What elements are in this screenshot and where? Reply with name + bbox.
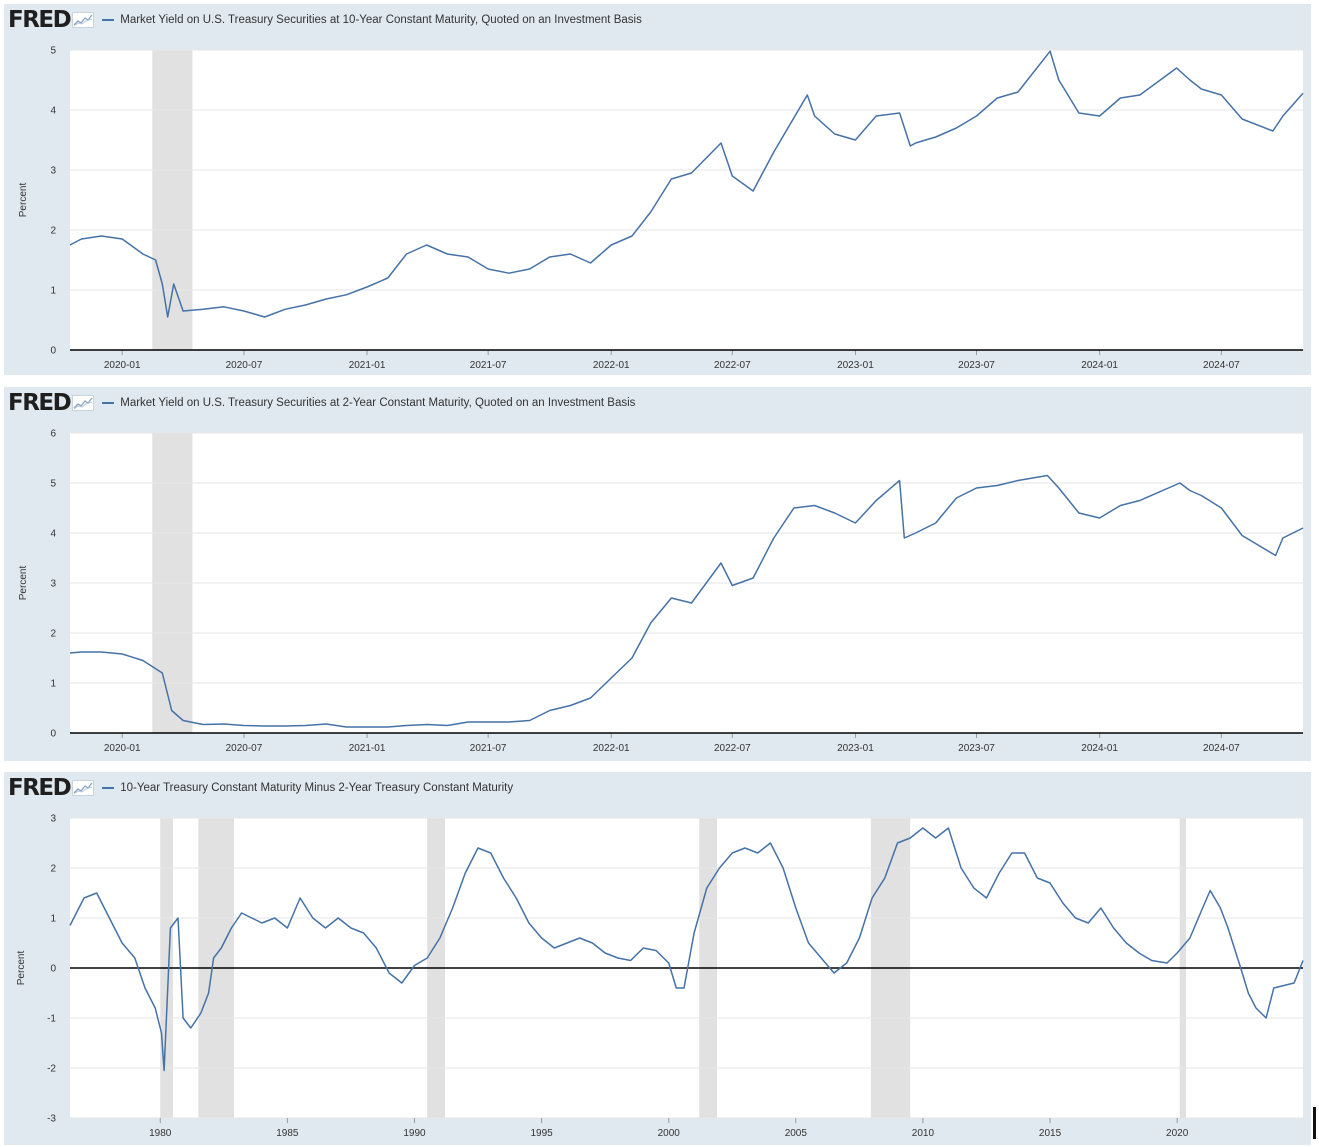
- line-chart: -3 -2 -1 0 1 2 3 1980 1985 1990 1995 2000 2005 2010 2…: [16, 814, 1304, 1139]
- x-tick-label: 1985: [276, 1128, 299, 1139]
- y-axis-label: Percent: [18, 566, 29, 601]
- y-tick-label: 3: [50, 166, 56, 177]
- y-tick-label: 1: [50, 679, 56, 690]
- x-tick-label: 2024-07: [1203, 360, 1240, 371]
- chart-header: FRED 10-Year Treasury Constant Maturity …: [8, 776, 513, 800]
- x-tick-label: 2020-01: [104, 360, 141, 371]
- fred-logo[interactable]: FRED: [8, 7, 72, 33]
- x-tick-label: 2022-01: [593, 360, 630, 371]
- x-tick-label: 2000: [658, 1128, 681, 1139]
- recession-shading: [152, 50, 193, 350]
- y-tick-label: 3: [50, 814, 56, 825]
- x-tick-label: 2021-01: [349, 360, 386, 371]
- y-tick-label: 4: [50, 529, 56, 540]
- x-tick-label: 2020: [1166, 1128, 1189, 1139]
- series-line[interactable]: [69, 827, 1304, 1072]
- chart-title: 10-Year Treasury Constant Maturity Minus…: [120, 782, 514, 794]
- y-tick-label: 1: [50, 914, 56, 925]
- y-tick-label: 2: [50, 226, 56, 237]
- chart-header: FRED Market Yield on U.S. Treasury Secur…: [8, 8, 642, 32]
- series-line[interactable]: [69, 50, 1304, 318]
- y-axis-label: Percent: [16, 951, 27, 986]
- x-tick-label: 2021-01: [349, 743, 386, 754]
- recession-bar: [152, 50, 193, 350]
- y-tick-label: -1: [47, 1014, 56, 1025]
- x-tick-label: 2022-07: [714, 360, 751, 371]
- y-axis-ticks: 0 1 2 3 4 5 6: [50, 429, 56, 740]
- x-tick-label: 2010: [912, 1128, 935, 1139]
- x-tick-label: 2023-07: [958, 360, 995, 371]
- y-tick-label: -2: [47, 1064, 56, 1075]
- y-axis-ticks: 0 1 2 3 4 5: [50, 46, 56, 357]
- y-tick-label: 1: [50, 286, 56, 297]
- x-tick-label: 2023-01: [837, 743, 874, 754]
- x-tick-label: 2005: [785, 1128, 808, 1139]
- line-chart: 0 1 2 3 4 5 6 2020-01 2020-07 2021-01 2021-07 2022…: [18, 429, 1304, 754]
- x-tick-label: 2020-07: [226, 360, 263, 371]
- y-tick-label: 5: [50, 46, 56, 57]
- x-axis-ticks: 2020-01 2020-07 2021-01 2021-07 2022-01 2022-…: [104, 350, 1240, 371]
- x-tick-label: 2021-07: [470, 360, 507, 371]
- fred-sparkline-icon: [72, 395, 95, 411]
- y-tick-label: -3: [47, 1114, 56, 1125]
- x-tick-label: 2023-07: [958, 743, 995, 754]
- plot-area: [70, 50, 1303, 350]
- chart-panel-spread: FRED 10-Year Treasury Constant Maturity …: [4, 772, 1311, 1145]
- series-line[interactable]: [69, 474, 1304, 728]
- chart-panel-2yr: FRED Market Yield on U.S. Treasury Secur…: [4, 387, 1311, 761]
- fred-sparkline-icon: [72, 12, 95, 28]
- y-axis-ticks: -3 -2 -1 0 1 2 3: [47, 814, 56, 1125]
- legend-swatch: [102, 402, 115, 404]
- y-axis-label: Percent: [18, 183, 29, 218]
- fred-sparkline-icon: [72, 780, 95, 796]
- x-tick-label: 2020-01: [104, 743, 141, 754]
- x-axis-ticks: 1980 1985 1990 1995 2000 2005 2010 2015 2020: [149, 1118, 1189, 1139]
- x-tick-label: 2022-01: [593, 743, 630, 754]
- x-tick-label: 1990: [403, 1128, 426, 1139]
- x-axis-ticks: 2020-01 2020-07 2021-01 2021-07 2022-01 2022-…: [104, 733, 1240, 754]
- text-cursor: [1313, 1107, 1316, 1139]
- chart-title: Market Yield on U.S. Treasury Securities…: [120, 397, 636, 409]
- y-tick-label: 0: [50, 346, 56, 357]
- chart-panel-10yr: FRED Market Yield on U.S. Treasury Secur…: [4, 4, 1311, 375]
- y-tick-label: 4: [50, 106, 56, 117]
- x-tick-label: 2024-07: [1203, 743, 1240, 754]
- x-tick-label: 2015: [1039, 1128, 1062, 1139]
- x-tick-label: 2021-07: [470, 743, 507, 754]
- legend-swatch: [102, 787, 115, 789]
- y-tick-label: 2: [50, 864, 56, 875]
- x-tick-label: 2023-01: [837, 360, 874, 371]
- x-tick-label: 2022-07: [714, 743, 751, 754]
- x-tick-label: 1980: [149, 1128, 172, 1139]
- x-tick-label: 2020-07: [226, 743, 263, 754]
- fred-logo[interactable]: FRED: [8, 390, 72, 416]
- y-tick-label: 5: [50, 479, 56, 490]
- x-tick-label: 2024-01: [1081, 743, 1118, 754]
- chart-header: FRED Market Yield on U.S. Treasury Secur…: [8, 391, 635, 415]
- y-tick-label: 3: [50, 579, 56, 590]
- y-tick-label: 2: [50, 629, 56, 640]
- y-tick-label: 0: [50, 729, 56, 740]
- line-chart: 0 1 2 3 4 5 2020-01 2020-07 2021-01 2021-07 2022-…: [18, 46, 1304, 371]
- y-tick-label: 0: [50, 964, 56, 975]
- legend-swatch: [102, 19, 115, 21]
- x-tick-label: 2024-01: [1081, 360, 1118, 371]
- fred-logo[interactable]: FRED: [8, 775, 72, 801]
- chart-title: Market Yield on U.S. Treasury Securities…: [120, 14, 642, 26]
- x-tick-label: 1995: [530, 1128, 553, 1139]
- y-tick-label: 6: [50, 429, 56, 440]
